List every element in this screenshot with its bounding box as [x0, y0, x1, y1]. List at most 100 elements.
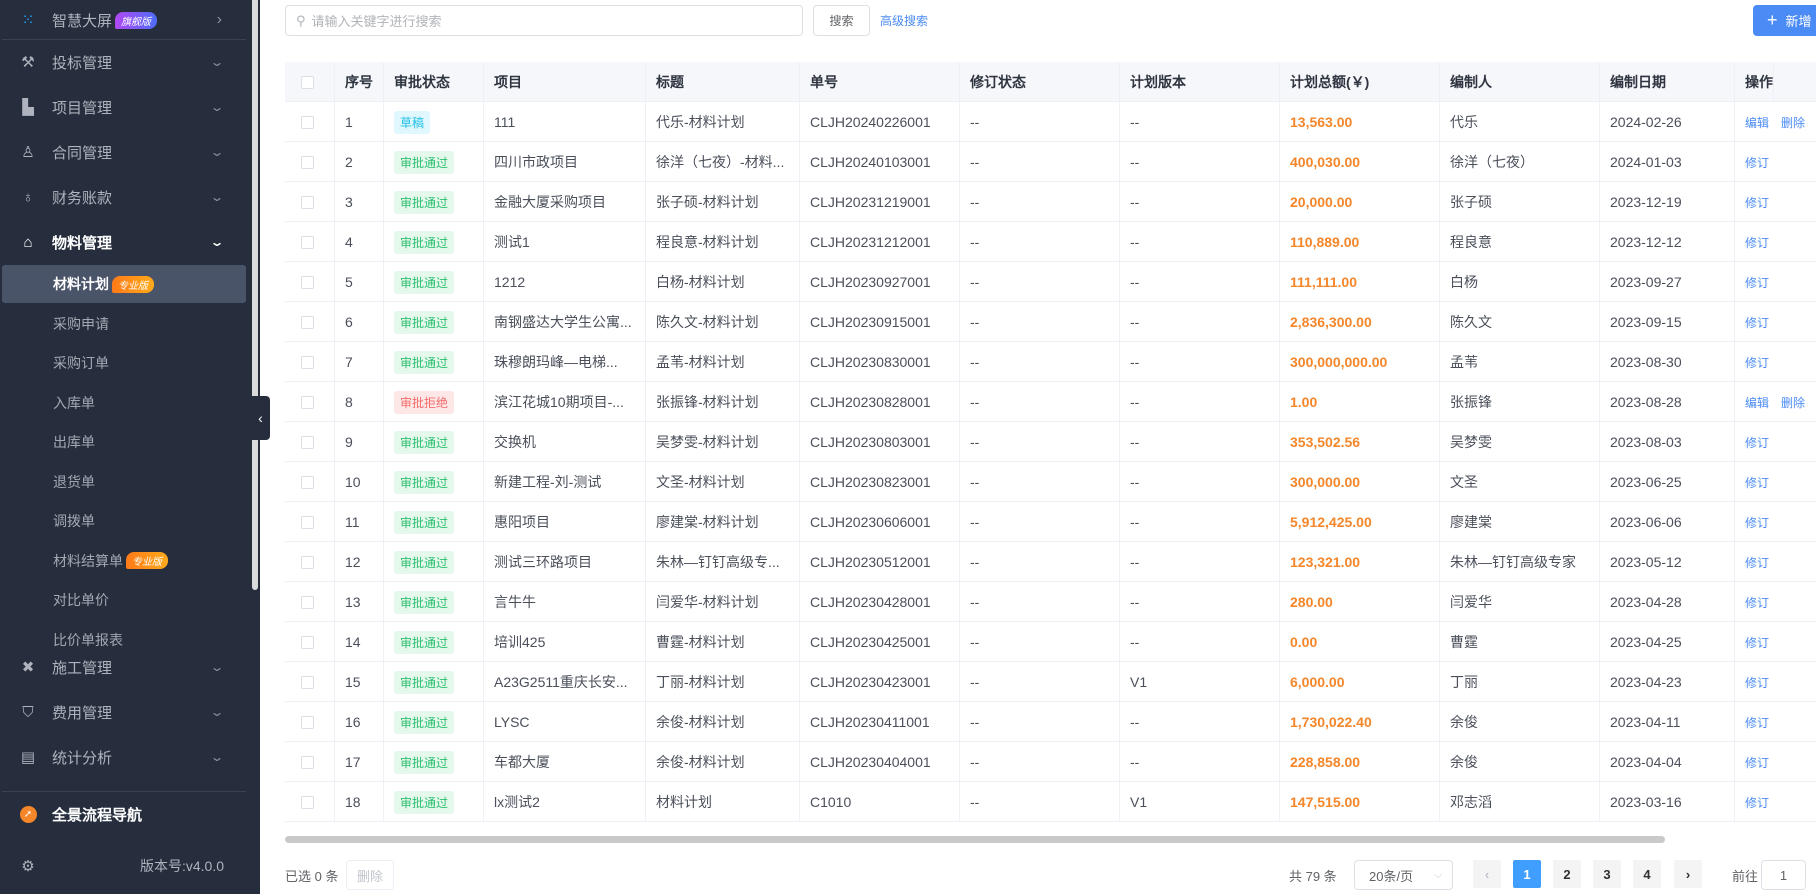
cell-amount: 228,858.00 — [1280, 742, 1440, 782]
row-checkbox[interactable] — [301, 675, 314, 689]
action-link[interactable]: 编辑 — [1745, 395, 1770, 410]
cell-amount: 20,000.00 — [1280, 182, 1440, 222]
action-link[interactable]: 修订 — [1745, 515, 1770, 530]
column-header: 计划版本 — [1120, 62, 1280, 102]
row-checkbox[interactable] — [301, 395, 314, 409]
sidebar-subitem[interactable]: 退货单 — [2, 463, 246, 501]
sidebar-item-menus2[interactable]: ♙ 合同管理 ⌄ — [0, 132, 252, 172]
table-row: 18 审批通过 lx测试2 材料计划 C1010 -- V1 147,515.00 邓志滔 202… — [285, 782, 1816, 822]
sidebar-scrollbar[interactable] — [252, 0, 258, 590]
action-link[interactable]: 修订 — [1745, 355, 1770, 370]
next-page-button[interactable]: › — [1674, 860, 1702, 888]
row-checkbox[interactable] — [301, 475, 314, 489]
sidebar-subitem[interactable]: 出库单 — [2, 423, 246, 461]
sidebar-item-menus0[interactable]: ⚒ 投标管理 ⌄ — [0, 42, 252, 82]
sidebar-subitem[interactable]: 入库单 — [2, 384, 246, 422]
goto-page-input[interactable]: 1 — [1761, 860, 1806, 890]
cell-no: 11 — [335, 502, 384, 542]
sidebar-subitem[interactable]: 调拨单 — [2, 502, 246, 540]
sidebar-item-dashboard[interactable]: ⁙ 智慧大屏 旗舰版 › — [0, 0, 252, 40]
action-link[interactable]: 修订 — [1745, 275, 1770, 290]
action-link[interactable]: 删除 — [1781, 115, 1806, 130]
row-checkbox[interactable] — [301, 195, 314, 209]
action-link[interactable]: 修订 — [1745, 715, 1770, 730]
add-button[interactable]: + 新增 — [1753, 5, 1816, 36]
row-checkbox[interactable] — [301, 635, 314, 649]
action-link[interactable]: 修订 — [1745, 195, 1770, 210]
advanced-search-link[interactable]: 高级搜索 — [880, 14, 929, 28]
action-link[interactable]: 修订 — [1745, 635, 1770, 650]
row-checkbox[interactable] — [301, 115, 314, 129]
action-link[interactable]: 删除 — [1781, 395, 1806, 410]
gear-icon[interactable]: ⚙ — [21, 858, 35, 875]
page-button[interactable]: 4 — [1633, 860, 1661, 888]
select-all-checkbox[interactable] — [301, 75, 314, 89]
cell-author: 代乐 — [1440, 102, 1600, 142]
row-checkbox[interactable] — [301, 355, 314, 369]
row-checkbox[interactable] — [301, 155, 314, 169]
cell-amount: 1.00 — [1280, 382, 1440, 422]
page-button[interactable]: 2 — [1553, 860, 1581, 888]
cell-code: CLJH20230823001 — [800, 462, 960, 502]
dots-grid-icon: ⁙ — [21, 12, 35, 29]
page-size-select[interactable]: 20条/页 ⌵ — [1354, 860, 1453, 890]
page-button[interactable]: 1 — [1513, 860, 1541, 888]
row-checkbox[interactable] — [301, 275, 314, 289]
action-link[interactable]: 修订 — [1745, 675, 1770, 690]
sidebar-item-process-nav[interactable]: ➚ 全景流程导航 — [0, 794, 252, 834]
table-row: 10 审批通过 新建工程-刘-测试 文圣-材料计划 CLJH20230823001 -- -… — [285, 462, 1816, 502]
cell-code: CLJH20230512001 — [800, 542, 960, 582]
cell-code: C1010 — [800, 782, 960, 822]
horizontal-scrollbar[interactable] — [285, 836, 1665, 843]
sidebar-subitem[interactable]: 材料计划 专业版 — [2, 265, 246, 303]
search-button[interactable]: 搜索 — [813, 5, 870, 36]
action-link[interactable]: 编辑 — [1745, 115, 1770, 130]
cell-author: 朱林—钉钉高级专家 — [1440, 542, 1600, 582]
sidebar-subitem[interactable]: 比价单报表 — [2, 621, 246, 659]
table-row: 8 审批拒绝 滨江花城10期项目-... 张振锋-材料计划 CLJH2023082800… — [285, 382, 1816, 422]
sidebar-item-menus1[interactable]: ▙ 项目管理 ⌄ — [0, 87, 252, 127]
row-checkbox[interactable] — [301, 315, 314, 329]
page-button[interactable]: 3 — [1593, 860, 1621, 888]
cell-rev: -- — [960, 662, 1120, 702]
sidebar-item-menus21[interactable]: ⛉ 费用管理 ⌄ — [0, 692, 252, 732]
action-link[interactable]: 修订 — [1745, 155, 1770, 170]
row-checkbox[interactable] — [301, 555, 314, 569]
sidebar-item-menus22[interactable]: ▤ 统计分析 ⌄ — [0, 737, 252, 777]
row-checkbox[interactable] — [301, 715, 314, 729]
sidebar-item-menus3[interactable]: ♁ 财务账款 ⌄ — [0, 177, 252, 217]
sidebar-subitem[interactable]: 材料结算单 专业版 — [2, 542, 246, 580]
warehouse-icon: ⌂ — [23, 233, 33, 251]
action-link[interactable]: 修订 — [1745, 755, 1770, 770]
row-checkbox[interactable] — [301, 595, 314, 609]
cell-code: CLJH20231212001 — [800, 222, 960, 262]
sidebar-subitem[interactable]: 采购订单 — [2, 344, 246, 382]
sidebar-item-menus4[interactable]: ⌂ 物料管理 ⌄ — [0, 222, 252, 262]
row-checkbox[interactable] — [301, 755, 314, 769]
action-link[interactable]: 修订 — [1745, 795, 1770, 810]
amount-value: 228,858.00 — [1290, 754, 1361, 770]
sidebar-subitem[interactable]: 采购申请 — [2, 305, 246, 343]
sidebar-item-menus20[interactable]: ✖ 施工管理 ⌄ — [0, 647, 252, 687]
row-checkbox[interactable] — [301, 795, 314, 809]
sidebar-subitem-label: 入库单 — [53, 394, 95, 411]
amount-value: 280.00 — [1290, 594, 1333, 610]
action-link[interactable]: 修订 — [1745, 315, 1770, 330]
row-checkbox[interactable] — [301, 515, 314, 529]
prev-page-button[interactable]: ‹ — [1473, 860, 1501, 888]
row-checkbox[interactable] — [301, 435, 314, 449]
action-link[interactable]: 修订 — [1745, 555, 1770, 570]
cell-date: 2023-06-06 — [1600, 502, 1735, 542]
action-link[interactable]: 修订 — [1745, 435, 1770, 450]
batch-delete-button[interactable]: 删除 — [346, 860, 394, 890]
goto-label: 前往 — [1732, 868, 1759, 884]
cell-project: LYSC — [484, 702, 646, 742]
row-checkbox[interactable] — [301, 235, 314, 249]
sidebar-subitem[interactable]: 对比单价 — [2, 581, 246, 619]
action-link[interactable]: 修订 — [1745, 595, 1770, 610]
action-link[interactable]: 修订 — [1745, 475, 1770, 490]
main-content: ⚲ 请输入关键字进行搜索 搜索 高级搜索 + 新增 序号 审批状态 项目 标题 单号 修订状… — [260, 0, 1816, 894]
action-link[interactable]: 修订 — [1745, 235, 1770, 250]
collapse-sidebar-button[interactable]: ‹ — [251, 396, 270, 440]
search-input[interactable]: ⚲ 请输入关键字进行搜索 — [285, 5, 803, 36]
